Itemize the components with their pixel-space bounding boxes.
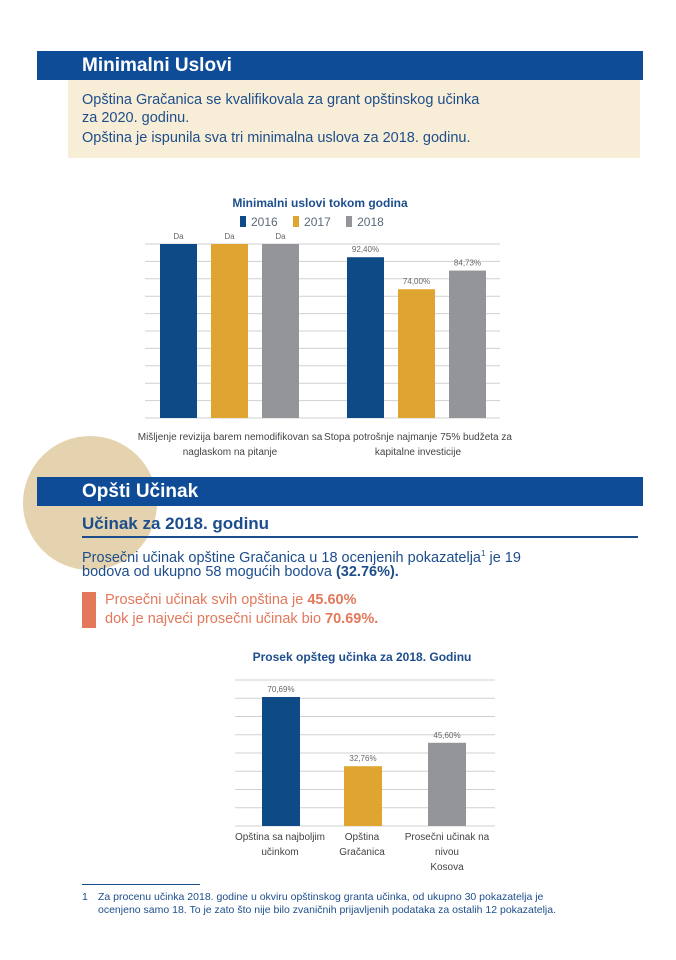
info-line: Opština je ispunila sva tri minimalna us…: [82, 130, 471, 146]
section-title-opsti-ucinak: Opšti Učinak: [37, 477, 643, 506]
divider: [82, 536, 638, 538]
legend-item-2018: 2018: [346, 215, 384, 229]
bar: [344, 766, 382, 826]
bar: [160, 244, 197, 418]
data-label: Da: [224, 232, 235, 241]
bar: [347, 257, 384, 418]
data-label: 84,73%: [454, 259, 481, 268]
info-line: Opština Gračanica se kvalifikovala za gr…: [82, 92, 480, 108]
chart2-category-label: Prosečni učinak na nivou Kosova: [404, 832, 490, 873]
chart1-category-label: Mišljenje revizija barem nemodifikovan s…: [137, 432, 323, 458]
chart1-category-label: Stopa potrošnje najmanje 75% budžeta za k…: [324, 432, 512, 458]
info-line: za 2020. godinu.: [82, 110, 190, 126]
data-label: 70,69%: [267, 685, 294, 694]
accent-marker: [82, 592, 96, 628]
lead-line: bodova od ukupno 58 mogućih bodova (32.7…: [82, 564, 399, 580]
footnote-rule: [82, 884, 200, 885]
lead-line: Prosečni učinak opštine Gračanica u 18 o…: [82, 549, 521, 566]
chart2-plot: 70,69% 32,76% 45,60%: [235, 679, 495, 827]
legend-item-2017: 2017: [293, 215, 331, 229]
data-label: 92,40%: [352, 245, 379, 254]
chart2-category-label: Opština Gračanica: [339, 832, 385, 858]
info-box: Opština Gračanica se kvalifikovala za gr…: [68, 80, 640, 158]
subsection-title: Učinak za 2018. godinu: [82, 514, 270, 533]
data-label: 45,60%: [433, 731, 460, 740]
data-label: Da: [275, 232, 286, 241]
section-title-minimalni-uslovi: Minimalni Uslovi: [37, 51, 643, 80]
chart1-plot: Da 92,40% Da 74,00% Da 84,73%: [145, 232, 500, 419]
chart2-category-label: Opština sa najboljim učinkom: [234, 832, 326, 858]
bar: [398, 289, 435, 418]
bar: [428, 742, 466, 826]
data-label: Da: [173, 232, 184, 241]
chart2-title: Prosek opšteg učinka za 2018. Godinu: [252, 650, 472, 664]
chart1-legend: 2016 2017 2018: [240, 215, 396, 229]
bar: [262, 696, 300, 826]
data-label: 32,76%: [349, 754, 376, 763]
data-label: 74,00%: [403, 277, 430, 286]
accent-line: Prosečni učinak svih opština je 45.60%: [105, 592, 357, 608]
accent-line: dok je najveći prosečni učinak bio 70.69…: [105, 611, 379, 627]
bar: [211, 244, 248, 418]
bar: [449, 270, 486, 418]
legend-item-2016: 2016: [240, 215, 278, 229]
chart1-title: Minimalni uslovi tokom godina: [232, 196, 408, 210]
bar: [262, 244, 299, 418]
